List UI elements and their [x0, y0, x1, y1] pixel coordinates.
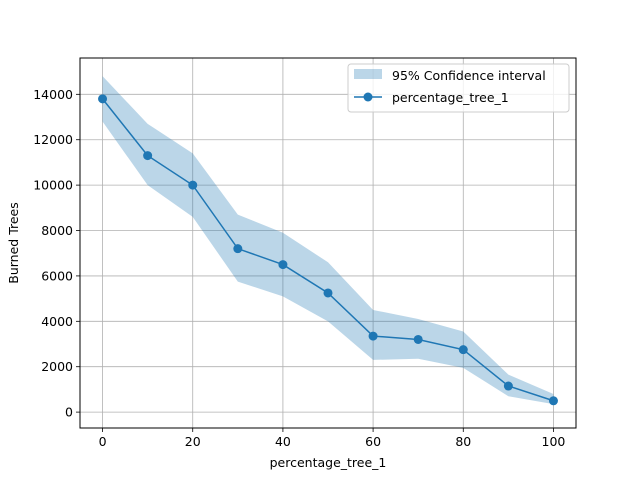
- data-point: [323, 288, 333, 298]
- y-tick-label: 2000: [41, 359, 73, 374]
- data-point: [98, 94, 108, 104]
- data-point: [458, 345, 468, 355]
- legend-series-label: percentage_tree_1: [392, 90, 509, 105]
- y-tick-label: 14000: [33, 87, 73, 102]
- data-point: [503, 381, 513, 391]
- x-tick-label: 60: [365, 434, 381, 449]
- plot-frame: [79, 57, 577, 429]
- y-tick-label: 6000: [41, 268, 73, 283]
- y-tick-label: 8000: [41, 223, 73, 238]
- data-point: [413, 334, 423, 344]
- data-point: [188, 180, 198, 190]
- legend: 95% Confidence interval percentage_tree_…: [347, 63, 570, 113]
- y-tick-label: 4000: [41, 314, 73, 329]
- data-point: [143, 151, 153, 161]
- data-point: [548, 396, 558, 406]
- x-axis-label: percentage_tree_1: [270, 455, 387, 470]
- x-tick-label: 20: [185, 434, 201, 449]
- x-tick-label: 100: [542, 434, 566, 449]
- confidence-band-layer: [102, 76, 554, 405]
- legend-series-swatch-marker: [363, 92, 373, 102]
- series-layer: [98, 94, 558, 406]
- ticks: 0 20 40 60 80 100 0 2000 4000 6000 8000 10000 12000 1…: [33, 87, 565, 449]
- y-tick-label: 12000: [33, 132, 73, 147]
- data-point: [233, 244, 243, 254]
- y-axis-label: Burned Trees: [6, 202, 21, 284]
- y-tick-label: 10000: [33, 178, 73, 193]
- data-point: [368, 331, 378, 341]
- x-tick-label: 80: [455, 434, 471, 449]
- legend-band-swatch: [354, 69, 382, 79]
- x-tick-label: 0: [99, 434, 107, 449]
- data-point: [278, 260, 288, 270]
- x-tick-label: 40: [275, 434, 291, 449]
- legend-band-label: 95% Confidence interval: [392, 68, 546, 83]
- y-tick-label: 0: [65, 405, 73, 420]
- confidence-band: [102, 76, 554, 405]
- legend-frame: [347, 63, 570, 113]
